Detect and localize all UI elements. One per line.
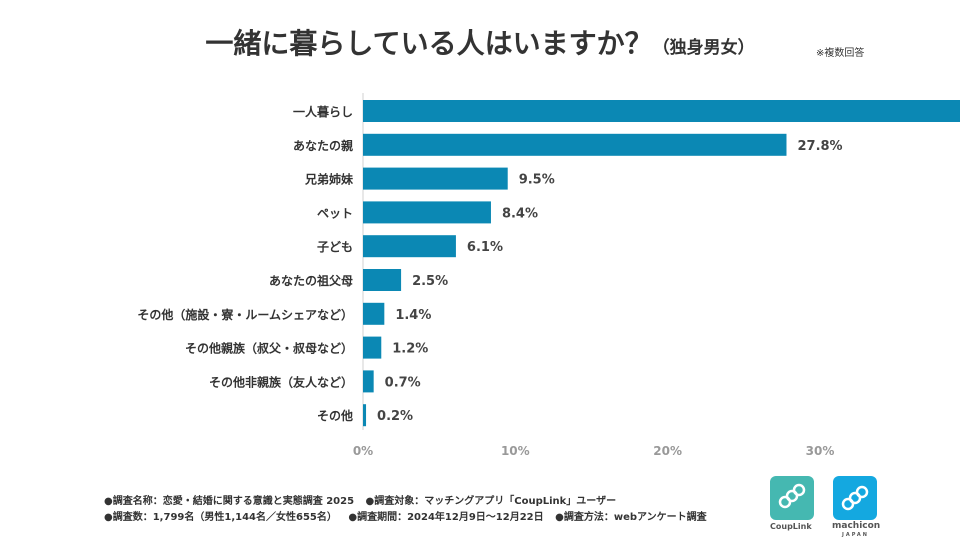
value-label: 6.1%	[467, 240, 503, 255]
category-label: ペット	[317, 206, 353, 220]
value-label: 9.5%	[519, 173, 555, 188]
x-tick-label: 10%	[501, 444, 530, 458]
couplink-mark-icon	[778, 483, 806, 509]
category-label: その他親族（叔父・叔母など）	[185, 341, 353, 356]
title-sub: （独身男女）	[652, 38, 755, 58]
bar-chart: 一人暮らし42.1%あなたの親27.8%兄弟姉妹9.5%ペット8.4%子ども6.…	[137, 93, 960, 458]
machicon-label: machicon	[832, 521, 881, 531]
footer-line-1: ●調査名称：恋愛・結婚に関する意識と実態調査 2025 ●調査対象：マッチングア…	[104, 492, 624, 507]
chart-title: 一緒に暮らしている人はいますか？（独身男女）	[0, 22, 960, 62]
bar	[363, 100, 960, 122]
value-label: 2.5%	[412, 274, 448, 289]
category-label: 兄弟姉妹	[304, 172, 354, 187]
couplink-logo	[770, 476, 814, 520]
category-label: その他	[317, 408, 353, 423]
category-label: あなたの祖父母	[269, 273, 353, 288]
couplink-label: CoupLink	[770, 522, 812, 531]
bar	[363, 269, 402, 291]
value-label: 1.2%	[392, 342, 428, 357]
footer-line-2: ●調査数：1,799名（男性1,144名／女性655名） ●調査期間：2024年…	[104, 508, 715, 523]
bar	[363, 302, 385, 325]
value-label: 27.8%	[797, 139, 842, 154]
category-label: その他（施設・寮・ルームシェアなど）	[137, 307, 353, 322]
bar	[363, 404, 367, 427]
survey-target: ●調査対象：マッチングアプリ「CoupLink」ユーザー	[365, 496, 617, 507]
x-tick-label: 0%	[353, 444, 373, 458]
machicon-logo	[833, 476, 877, 520]
machicon-sub-label: JAPAN	[842, 532, 869, 538]
survey-count: ●調査数：1,799名（男性1,144名／女性655名）	[104, 512, 337, 523]
multiple-answer-note: ※複数回答	[816, 48, 865, 59]
bar	[363, 370, 374, 393]
x-tick-label: 30%	[806, 444, 835, 458]
bar	[363, 201, 491, 224]
value-label: 0.7%	[385, 375, 421, 390]
survey-name: ●調査名称：恋愛・結婚に関する意識と実態調査 2025	[104, 496, 355, 507]
x-tick-label: 20%	[653, 444, 682, 458]
category-label: あなたの親	[293, 138, 353, 153]
bar	[363, 133, 787, 156]
machicon-mark-icon	[841, 485, 869, 511]
value-label: 1.4%	[395, 308, 431, 323]
title-main: 一緒に暮らしている人はいますか？	[205, 27, 653, 60]
bar	[363, 235, 456, 258]
survey-period: ●調査期間：2024年12月9日～12月22日	[348, 512, 544, 523]
bar	[363, 336, 382, 359]
category-label: その他非親族（友人など）	[209, 374, 353, 389]
bar	[363, 167, 508, 190]
value-label: 0.2%	[377, 409, 413, 424]
category-label: 一人暮らし	[293, 104, 353, 119]
survey-method: ●調査方法：webアンケート調査	[555, 512, 707, 523]
category-label: 子ども	[317, 240, 353, 254]
value-label: 8.4%	[502, 206, 538, 221]
